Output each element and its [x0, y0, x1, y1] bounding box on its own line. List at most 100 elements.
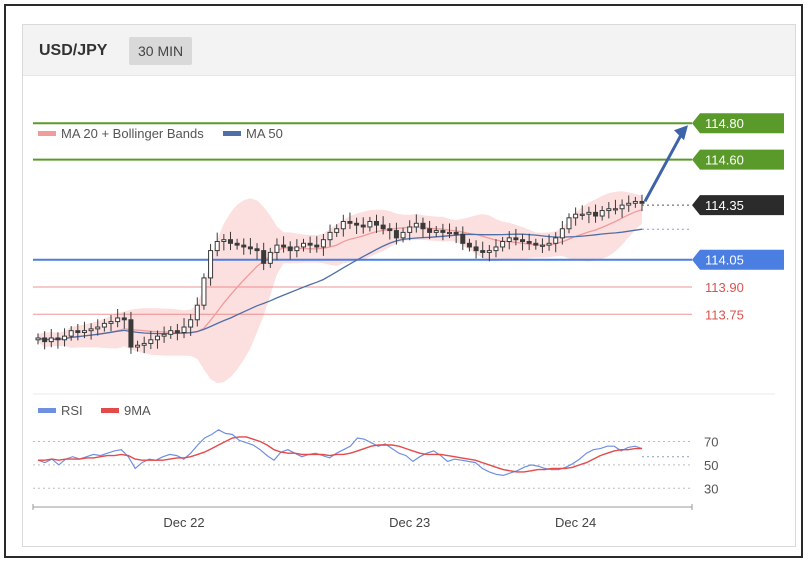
x-axis-label: Dec 23 — [389, 515, 430, 530]
candle-body — [314, 244, 320, 248]
candle-body — [493, 246, 499, 252]
candle-body — [168, 330, 174, 335]
candle-body — [553, 237, 559, 244]
candle-body — [354, 222, 360, 226]
chart-header: USD/JPY 30 MIN — [23, 25, 795, 76]
rsi-tick-label: 70 — [704, 435, 718, 450]
timeframe-badge[interactable]: 30 MIN — [129, 37, 193, 65]
level-tag-114.05 — [692, 249, 784, 270]
ma50-legend-swatch — [223, 131, 241, 136]
candle-body — [141, 342, 147, 346]
candle-body — [599, 210, 605, 217]
candle-body — [593, 211, 599, 217]
level-tag-114.35 — [692, 195, 784, 216]
candle-body — [327, 231, 333, 241]
candle-body — [75, 330, 81, 333]
candle-body — [121, 317, 127, 321]
level-label-113.90: 113.90 — [705, 280, 744, 295]
rsi-legend-swatch — [38, 408, 56, 413]
candle-body — [374, 220, 380, 226]
candle-body — [612, 208, 618, 211]
candle-body — [506, 237, 512, 243]
level-tag-text-114.05: 114.05 — [705, 253, 744, 268]
candle-body — [95, 326, 101, 330]
candle-body — [55, 337, 61, 341]
candle-body — [300, 242, 306, 248]
level-tag-text-114.35: 114.35 — [705, 198, 744, 213]
candle-body — [48, 337, 54, 343]
rsi-tick-label: 30 — [704, 481, 718, 496]
candle-body — [234, 242, 240, 246]
forecast-arrow — [643, 132, 684, 202]
candle-body — [115, 317, 121, 323]
candle-body — [194, 304, 200, 321]
rsi-ma-legend-swatch — [101, 408, 119, 413]
rsi-line — [37, 429, 643, 477]
candle-body — [626, 202, 632, 206]
rsi-legend: RSI 9MA — [38, 403, 151, 418]
candle-body — [526, 241, 532, 244]
candle-body — [221, 239, 227, 242]
candle-body — [480, 250, 486, 253]
candle-body — [254, 248, 260, 252]
candle-body — [566, 217, 572, 230]
level-tag-text-114.80: 114.80 — [705, 116, 744, 131]
candle-body — [294, 246, 300, 252]
ma50-legend-label: MA 50 — [246, 126, 283, 141]
forecast-arrow-head — [674, 125, 688, 141]
candle-body — [539, 244, 545, 247]
candle-body — [546, 242, 552, 246]
x-axis-label: Dec 24 — [555, 515, 596, 530]
candle-body — [513, 237, 519, 241]
candle-body — [407, 226, 413, 233]
candle-body — [486, 250, 492, 253]
candle-body — [466, 242, 472, 248]
candle-body — [447, 231, 453, 235]
candle-body — [387, 228, 393, 232]
candle-body — [287, 246, 293, 252]
candle-body — [154, 335, 160, 341]
candle-body — [148, 339, 154, 344]
level-tag-114.80 — [692, 113, 784, 134]
candle-body — [241, 244, 247, 248]
candle-body — [433, 230, 439, 233]
candle-body — [573, 213, 579, 219]
ma50-line — [37, 228, 643, 341]
candle-body — [161, 333, 167, 337]
candle-body — [360, 224, 366, 228]
candle-body — [181, 326, 187, 334]
price-legend: MA 20 + Bollinger Bands MA 50 — [38, 126, 283, 141]
level-tag-text-114.60: 114.60 — [705, 153, 744, 168]
candle-body — [214, 241, 220, 252]
candle-body — [101, 322, 107, 328]
candle-body — [247, 246, 253, 250]
candle-body — [473, 246, 479, 252]
candle-body — [559, 228, 565, 239]
candle-body — [88, 328, 94, 332]
candle-body — [460, 233, 466, 244]
level-tag-114.60 — [692, 149, 784, 170]
candle-body — [400, 231, 406, 239]
candle-body — [135, 344, 141, 348]
candle-body — [227, 239, 233, 244]
candle-body — [35, 337, 41, 341]
candle-body — [420, 222, 426, 230]
candle-body — [261, 250, 267, 264]
candle-body — [586, 211, 592, 215]
ma20-legend-label: MA 20 + Bollinger Bands — [61, 126, 204, 141]
candle-body — [81, 330, 87, 333]
candle-body — [320, 239, 326, 248]
candle-body — [307, 242, 313, 246]
rsi-ma-legend-label: 9MA — [124, 403, 151, 418]
candle-body — [619, 204, 625, 210]
candle-body — [606, 208, 612, 212]
candle-body — [427, 228, 433, 233]
candle-body — [128, 319, 134, 348]
rsi-legend-label: RSI — [61, 403, 83, 418]
candle-body — [632, 200, 638, 204]
candle-body — [281, 244, 287, 248]
candle-body — [380, 224, 386, 230]
candle-body — [393, 230, 399, 239]
candle-body — [340, 220, 346, 230]
candle-body — [347, 220, 353, 224]
